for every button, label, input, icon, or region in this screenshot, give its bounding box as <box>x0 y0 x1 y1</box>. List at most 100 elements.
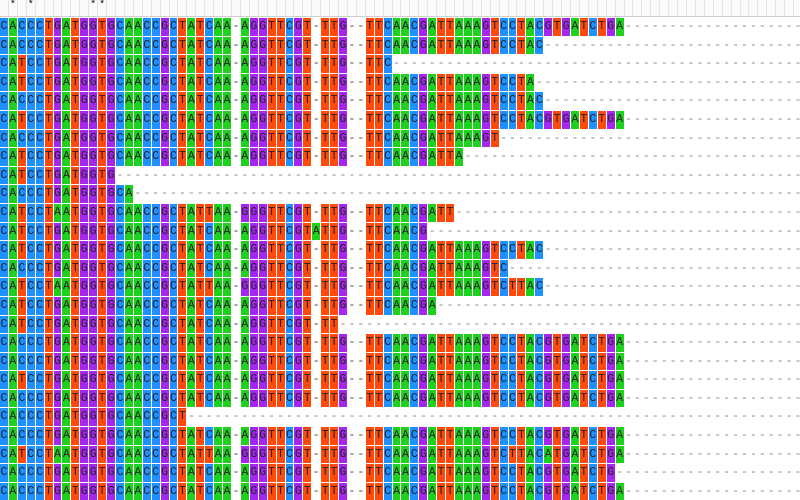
residue-A[interactable]: A <box>223 296 232 315</box>
residue-T[interactable]: T <box>321 352 331 371</box>
gap[interactable]: - <box>767 110 777 129</box>
residue-A[interactable]: A <box>401 371 411 389</box>
gap[interactable]: - <box>509 259 518 278</box>
residue-A[interactable]: A <box>240 148 250 166</box>
gap[interactable]: - <box>589 315 598 334</box>
residue-C[interactable]: C <box>115 296 125 315</box>
residue-A[interactable]: A <box>8 464 18 482</box>
gap[interactable]: - <box>571 278 580 296</box>
residue-G[interactable]: G <box>89 389 99 408</box>
residue-G[interactable]: G <box>419 482 429 500</box>
residue-T[interactable]: T <box>276 73 286 92</box>
residue-C[interactable]: C <box>142 445 152 464</box>
gap[interactable]: - <box>375 408 384 427</box>
gap[interactable]: - <box>571 408 580 427</box>
gap[interactable]: - <box>589 278 598 296</box>
residue-C[interactable]: C <box>151 73 161 92</box>
residue-T[interactable]: T <box>446 18 456 36</box>
residue-C[interactable]: C <box>499 334 509 352</box>
residue-C[interactable]: C <box>285 464 295 482</box>
residue-T[interactable]: T <box>365 55 375 73</box>
gap[interactable]: - <box>642 166 652 185</box>
residue-T[interactable]: T <box>267 241 277 259</box>
gap[interactable]: - <box>794 55 800 73</box>
gap[interactable]: - <box>544 36 554 55</box>
residue-A[interactable]: A <box>472 241 482 259</box>
gap[interactable]: - <box>437 55 447 73</box>
residue-T[interactable]: T <box>365 73 375 92</box>
residue-C[interactable]: C <box>0 352 9 371</box>
gap[interactable]: - <box>607 129 616 148</box>
residue-T[interactable]: T <box>71 296 81 315</box>
residue-C[interactable]: C <box>35 482 45 500</box>
gap[interactable]: - <box>785 334 795 352</box>
residue-A[interactable]: A <box>133 464 143 482</box>
residue-G[interactable]: G <box>481 482 491 500</box>
residue-T[interactable]: T <box>321 92 331 110</box>
gap[interactable]: - <box>732 389 741 408</box>
gap[interactable]: - <box>767 73 777 92</box>
gap[interactable]: - <box>705 259 714 278</box>
gap[interactable]: - <box>464 296 473 315</box>
residue-T[interactable]: T <box>267 427 277 445</box>
residue-T[interactable]: T <box>98 334 108 352</box>
gap[interactable]: - <box>571 166 580 185</box>
residue-T[interactable]: T <box>579 445 589 464</box>
gap[interactable]: - <box>517 222 527 241</box>
gap[interactable]: - <box>714 129 723 148</box>
residue-C[interactable]: C <box>508 18 518 36</box>
gap[interactable]: - <box>607 92 616 110</box>
residue-A[interactable]: A <box>8 18 18 36</box>
residue-C[interactable]: C <box>26 36 36 55</box>
residue-A[interactable]: A <box>472 18 482 36</box>
gap[interactable]: - <box>741 371 750 389</box>
residue-A[interactable]: A <box>124 371 134 389</box>
residue-C[interactable]: C <box>35 185 45 203</box>
gap[interactable]: - <box>785 427 795 445</box>
gap[interactable]: - <box>633 166 643 185</box>
gap[interactable]: - <box>633 55 643 73</box>
gap[interactable]: - <box>410 408 420 427</box>
residue-A[interactable]: A <box>223 352 232 371</box>
gap[interactable]: - <box>767 334 777 352</box>
residue-G[interactable]: G <box>544 334 554 352</box>
residue-C[interactable]: C <box>142 259 152 278</box>
residue-A[interactable]: A <box>62 427 72 445</box>
residue-G[interactable]: G <box>339 445 348 464</box>
gap[interactable]: - <box>660 73 670 92</box>
residue-C[interactable]: C <box>142 222 152 241</box>
residue-A[interactable]: A <box>214 148 224 166</box>
residue-T[interactable]: T <box>330 278 340 296</box>
residue-A[interactable]: A <box>223 464 232 482</box>
gap[interactable]: - <box>312 389 322 408</box>
gap[interactable]: - <box>705 315 714 334</box>
gap[interactable]: - <box>625 352 634 371</box>
gap[interactable]: - <box>170 166 179 185</box>
residue-T[interactable]: T <box>517 371 527 389</box>
residue-A[interactable]: A <box>392 73 402 92</box>
residue-T[interactable]: T <box>446 482 456 500</box>
gap[interactable]: - <box>687 334 696 352</box>
gap[interactable]: - <box>758 36 768 55</box>
gap[interactable]: - <box>125 166 134 185</box>
residue-G[interactable]: G <box>606 352 616 371</box>
residue-C[interactable]: C <box>17 259 27 278</box>
gap[interactable]: - <box>616 278 625 296</box>
residue-C[interactable]: C <box>383 148 393 166</box>
gap[interactable]: - <box>625 259 634 278</box>
residue-G[interactable]: G <box>562 389 571 408</box>
residue-C[interactable]: C <box>26 464 36 482</box>
residue-C[interactable]: C <box>115 222 125 241</box>
gap[interactable]: - <box>651 110 661 129</box>
gap[interactable]: - <box>446 315 456 334</box>
residue-C[interactable]: C <box>151 352 161 371</box>
residue-T[interactable]: T <box>490 92 500 110</box>
residue-T[interactable]: T <box>321 241 331 259</box>
gap[interactable]: - <box>455 222 464 241</box>
gap[interactable]: - <box>741 241 750 259</box>
gap[interactable]: - <box>642 185 652 203</box>
gap[interactable]: - <box>348 259 357 278</box>
gap[interactable]: - <box>214 185 224 203</box>
